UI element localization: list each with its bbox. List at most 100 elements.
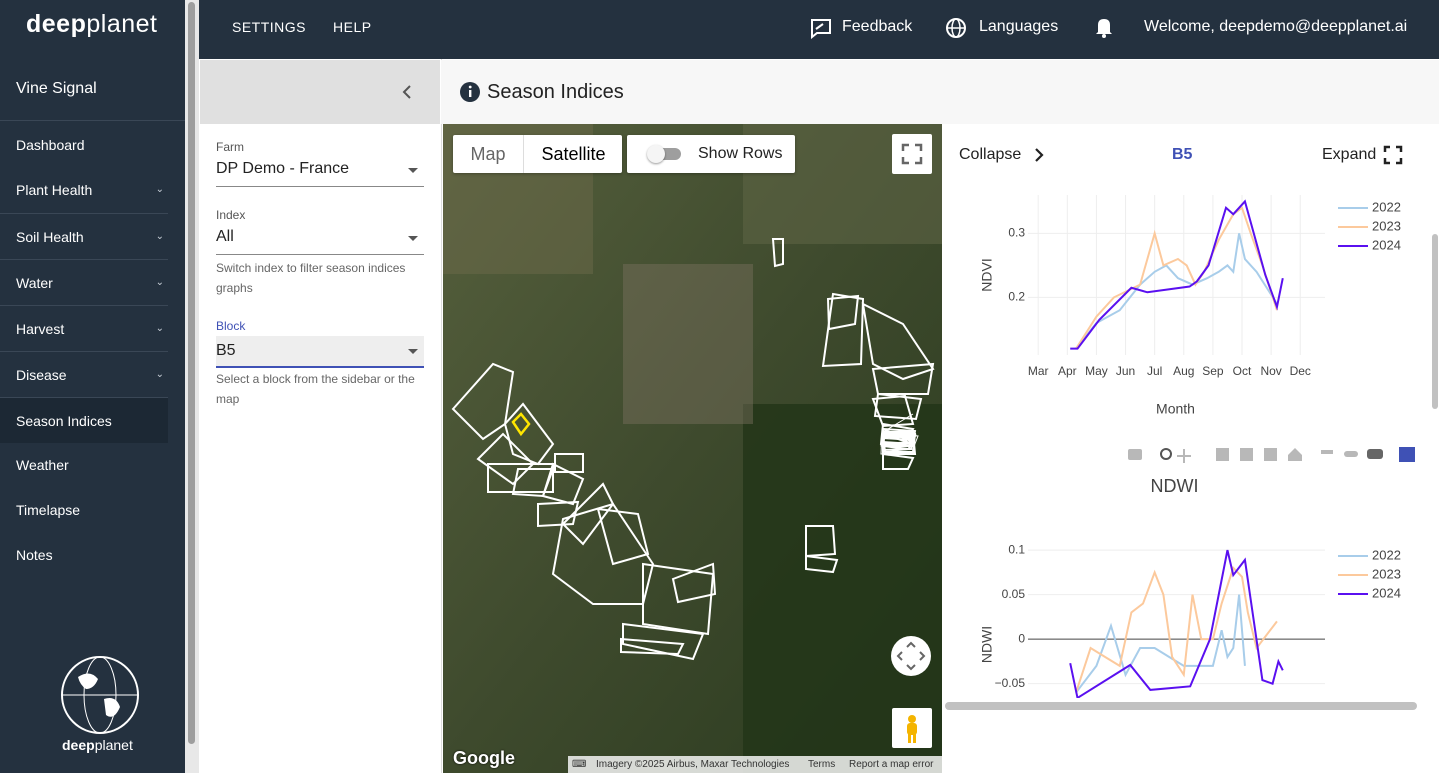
chevron: ⌄ — [155, 184, 164, 195]
nav-label: Dashboard — [16, 137, 85, 153]
chart-panel: Collapse B5 Expand Mar Apr May Jun Jul Aug Sep… — [943, 124, 1439, 773]
y-axis-title: NDWI — [979, 626, 995, 663]
block-name: B5 — [1172, 146, 1193, 163]
farm-value: DP Demo - France — [216, 160, 350, 177]
nav-item[interactable]: Dashboard — [0, 122, 168, 168]
logo-light: planet — [94, 737, 133, 753]
y-tick-label: −0.05 — [995, 676, 1026, 690]
series-line — [1075, 206, 1278, 350]
series-line — [1075, 233, 1278, 350]
y-tick-label: 0.3 — [1008, 226, 1025, 240]
block-value: B5 — [216, 342, 236, 359]
expand-button[interactable]: Expand — [1322, 145, 1403, 165]
nav-label: Harvest — [16, 321, 65, 337]
chart-title: NDWI — [1151, 476, 1199, 496]
chevron: ⌄ — [155, 369, 164, 380]
help-link[interactable]: HELP — [333, 19, 372, 35]
logo-bold: deep — [26, 10, 87, 38]
legend-label: 2023 — [1372, 218, 1401, 233]
collapse-label: Collapse — [959, 146, 1022, 163]
nav-label: Notes — [16, 547, 53, 563]
title-bar: Season Indices — [441, 60, 1439, 124]
index-help: Switch index to filter season indices gr… — [216, 261, 406, 295]
y-tick-label: 0 — [1018, 631, 1025, 645]
y-tick-label: 0.2 — [1008, 290, 1025, 304]
y-tick-label: 0.1 — [1008, 542, 1025, 556]
index-value: All — [216, 228, 234, 245]
nav-item[interactable]: Plant Health ⌄ — [0, 167, 168, 213]
x-axis-title: Month — [1156, 401, 1195, 417]
fullscreen-button[interactable] — [892, 134, 932, 174]
index-select[interactable]: All — [216, 228, 424, 255]
block-select[interactable]: B5 — [216, 336, 424, 368]
legend-label: 2024 — [1372, 237, 1401, 252]
nav-item[interactable]: Harvest ⌄ — [0, 305, 168, 351]
nav-item[interactable]: Notes — [0, 532, 168, 578]
modebar — [1128, 447, 1415, 463]
series-line — [1075, 566, 1278, 693]
languages-button[interactable]: Languages — [945, 17, 1065, 39]
report-link[interactable]: Report a map error — [849, 759, 934, 770]
chevron: ⌄ — [155, 323, 164, 334]
block-label: Block — [216, 319, 246, 333]
terms-link[interactable]: Terms — [808, 759, 836, 770]
x-tick-label: Sep — [1202, 364, 1224, 378]
notifications[interactable] — [1095, 16, 1113, 38]
google-logo: Google — [453, 748, 515, 768]
filter-header — [200, 60, 440, 124]
nav-item[interactable]: Timelapse — [0, 487, 168, 533]
farm-select[interactable]: DP Demo - France — [216, 160, 424, 187]
street-view[interactable] — [892, 708, 932, 748]
feedback-label: Feedback — [842, 18, 913, 35]
x-tick-label: Jun — [1116, 364, 1135, 378]
y-tick-label: 0.05 — [1002, 587, 1026, 601]
chevron: ⌄ — [155, 231, 164, 242]
index-label: Index — [216, 208, 246, 222]
pan-control[interactable] — [891, 636, 931, 676]
nav-item[interactable]: Water ⌄ — [0, 259, 168, 305]
collapse-button[interactable]: Collapse — [959, 146, 1044, 164]
show-rows-toggle[interactable]: Show Rows — [627, 135, 795, 173]
x-tick-label: May — [1085, 364, 1108, 378]
block-help: Select a block from the sidebar or the m… — [216, 372, 415, 406]
x-tick-label: Oct — [1233, 364, 1252, 378]
nav-item[interactable]: Disease ⌄ — [0, 351, 168, 397]
nav-item[interactable]: Soil Health ⌄ — [0, 213, 168, 259]
page-title: Season Indices — [487, 81, 624, 103]
h-scrollbar — [945, 702, 1417, 710]
nav-label: Plant Health — [16, 182, 93, 198]
settings-link[interactable]: SETTINGS — [232, 19, 307, 35]
nav-label: Soil Health — [16, 229, 84, 245]
globe-logo — [61, 656, 139, 734]
nav-item[interactable]: Weather — [0, 442, 168, 488]
x-tick-label: Nov — [1260, 364, 1281, 378]
info-icon[interactable] — [459, 81, 481, 103]
feedback-button[interactable]: Feedback — [810, 17, 920, 39]
nav-label: Season Indices — [16, 413, 112, 429]
app-name[interactable]: Vine Signal — [16, 80, 97, 97]
satellite-tab[interactable]: Satellite — [523, 135, 623, 173]
series-line — [1070, 199, 1284, 350]
nav-label: Water — [16, 275, 53, 291]
x-tick-label: Aug — [1173, 364, 1194, 378]
languages-label: Languages — [979, 18, 1059, 35]
expand-label: Expand — [1322, 146, 1377, 163]
map[interactable]: Map Satellite Show Rows Google ⌨ Imagery… — [443, 124, 942, 773]
logo-bold: deep — [62, 737, 95, 753]
v-scrollbar — [1432, 234, 1438, 409]
map-tab[interactable]: Map — [470, 144, 506, 164]
x-tick-label: Jul — [1147, 364, 1162, 378]
attribution: ⌨ Imagery ©2025 Airbus, Maxar Technologi… — [568, 756, 942, 773]
show-rows-label: Show Rows — [698, 145, 783, 162]
farm-label: Farm — [216, 140, 244, 154]
legend-label: 2022 — [1372, 199, 1401, 214]
footer-logo: deepplanet — [62, 737, 133, 753]
x-tick-label: Mar — [1028, 364, 1049, 378]
x-tick-label: Dec — [1290, 364, 1311, 378]
logo[interactable]: deepplanet — [26, 10, 157, 39]
nav-item-active[interactable]: Season Indices — [0, 397, 168, 443]
collapse-filter[interactable] — [400, 84, 414, 100]
legend-label: 2024 — [1372, 585, 1401, 600]
x-tick-label: Apr — [1058, 364, 1077, 378]
